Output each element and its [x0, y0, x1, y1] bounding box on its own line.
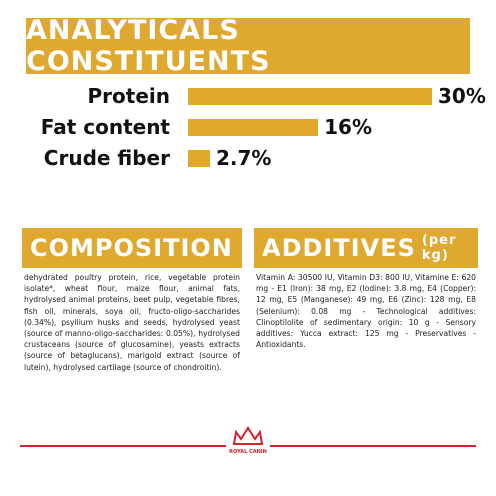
value-label: 30% [438, 84, 486, 108]
footer-logo: ROYAL CANIN [20, 426, 476, 455]
additives-text: Vitamin A: 30500 IU, Vitamin D3: 800 IU,… [256, 273, 476, 350]
additives-subtitle: (per kg) [421, 233, 457, 263]
value-label: 2.7% [215, 146, 272, 170]
constituents-banner: ANALYTICALS CONSTITUENTS [26, 15, 470, 77]
category-label: Fat content [40, 115, 170, 139]
crown-icon [232, 426, 264, 445]
value-label: 16% [324, 115, 372, 139]
category-label: Protein [87, 84, 170, 108]
composition-banner: COMPOSITION [22, 228, 242, 268]
category-label: Crude fiber [43, 146, 170, 170]
composition-text: dehydrated poultry protein, rice, vegeta… [24, 273, 240, 372]
bar [188, 87, 432, 105]
additives-title: ADDITIVES [262, 234, 416, 262]
additives-banner: ADDITIVES (per kg) [254, 228, 478, 268]
bar [188, 149, 210, 167]
brand: ROYAL CANIN [229, 449, 267, 455]
bar [188, 118, 319, 136]
